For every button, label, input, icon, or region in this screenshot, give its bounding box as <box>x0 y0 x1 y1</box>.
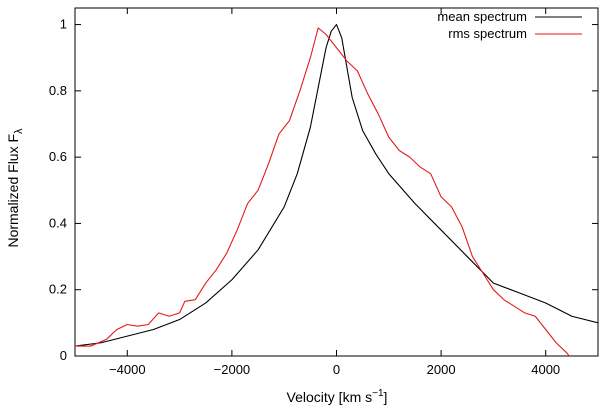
series-line-rms-spectrum <box>75 27 570 356</box>
x-tick-label: 0 <box>333 362 340 377</box>
x-axis-title: Velocity [km s−1] <box>287 388 388 405</box>
y-tick-label: 0.2 <box>49 282 67 297</box>
x-tick-label: −2000 <box>214 362 251 377</box>
x-tick-label: 4000 <box>531 362 560 377</box>
y-tick-label: 0.8 <box>49 83 67 98</box>
legend-label-mean-spectrum: mean spectrum <box>437 9 527 24</box>
x-tick-label: −4000 <box>109 362 146 377</box>
series-line-mean-spectrum <box>75 24 598 347</box>
plot-frame <box>74 7 599 357</box>
y-tick-label: 1 <box>60 17 67 32</box>
x-tick-label: 2000 <box>427 362 456 377</box>
legend-label-rms-spectrum: rms spectrum <box>448 26 527 41</box>
y-tick-label: 0.4 <box>49 215 67 230</box>
legend: mean spectrum rms spectrum <box>437 9 582 41</box>
y-axis-title: Normalized Flux Fλ <box>5 128 25 248</box>
y-tick-label: 0 <box>60 348 67 363</box>
y-tick-label: 0.6 <box>49 149 67 164</box>
